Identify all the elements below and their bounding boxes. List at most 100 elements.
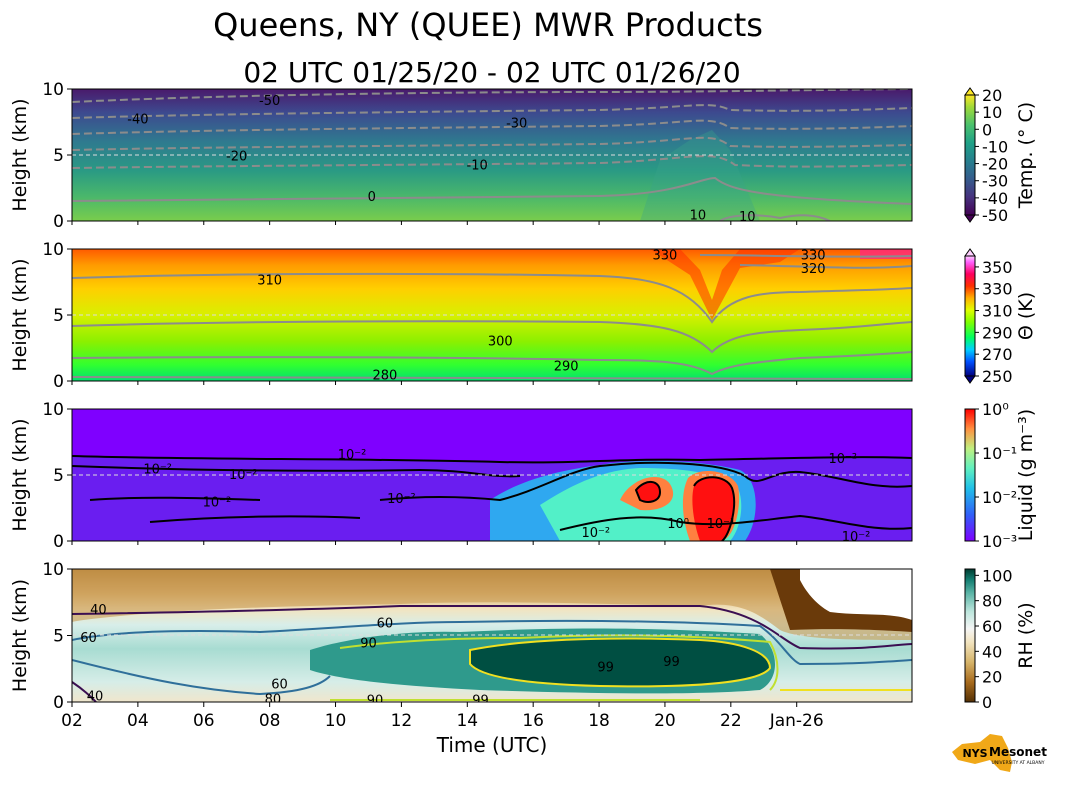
contour-label: -20	[226, 149, 247, 164]
y-tick-label: 5	[53, 306, 64, 326]
rh-contour-60-low	[72, 659, 331, 696]
contour-label: 10⁻²	[581, 526, 610, 541]
liquid-contour-top	[72, 455, 912, 464]
colorbar-tick-label: -20	[982, 155, 1008, 174]
contour-label: 10⁻²	[229, 468, 258, 483]
liquid-contour-d	[559, 514, 912, 531]
contour-label: 99	[663, 655, 680, 670]
contour-label: 310	[257, 274, 282, 289]
temperature-warm-bump	[640, 130, 760, 221]
rh-dry-top	[72, 569, 912, 640]
contour-label: 290	[554, 359, 579, 374]
theta-red-core	[650, 249, 800, 320]
contour-label: 280	[373, 369, 398, 384]
colorbar-tick-label: 100	[982, 566, 1013, 585]
contour-label: 99	[472, 694, 489, 709]
y-tick-label: 5	[53, 627, 64, 647]
contour-label: 10⁻²	[338, 448, 367, 463]
colorbar-tick-label: 20	[982, 668, 1002, 687]
contour-label: 90	[360, 636, 377, 651]
temperature-colorbar-extend-top	[964, 87, 976, 96]
logo-mesonet: Mesonet	[989, 745, 1047, 759]
colorbar-label: Liquid (g m⁻³)	[1015, 409, 1037, 541]
y-tick-label: 10	[42, 80, 64, 100]
contour-label: 90	[367, 694, 384, 709]
theta-contour-320	[739, 264, 912, 269]
colorbar-tick-label: 270	[982, 345, 1013, 364]
contour-label: 330	[653, 249, 678, 264]
colorbar-tick-label: 0	[982, 120, 992, 139]
y-tick-label: 5	[53, 146, 64, 166]
y-axis-label: Height (km)	[9, 579, 31, 692]
x-tick-label: 20	[654, 711, 676, 731]
logo-nys: NYS	[962, 747, 987, 760]
colorbar-tick-label: 310	[982, 302, 1013, 321]
temperature-colorbar-strip	[964, 94, 976, 216]
x-axis-label: Time (UTC)	[436, 733, 548, 757]
liquid-contour-e	[693, 476, 736, 541]
contour-label: 0	[368, 190, 376, 205]
colorbar-tick-label: -50	[982, 206, 1008, 225]
colorbar-tick-label: 80	[982, 592, 1002, 611]
rh-contour-40-low	[72, 681, 97, 702]
contour-label: 10	[739, 210, 756, 225]
y-axis-label: Height (km)	[9, 418, 31, 531]
temperature-contour-minus30	[72, 119, 912, 135]
rh-colorbar: 100 80 60 40 20 0 RH (%)	[964, 566, 1037, 712]
x-tick-label: 10	[325, 711, 347, 731]
figure-subtitle: 02 UTC 01/25/20 - 02 UTC 01/26/20	[243, 56, 740, 89]
y-tick-label: 0	[53, 532, 64, 552]
liquid-contour-b	[89, 496, 361, 523]
colorbar-label: RH (%)	[1015, 602, 1037, 668]
contour-label: 320	[801, 262, 826, 277]
rh-colorbar-strip	[964, 568, 976, 703]
colorbar-tick-label: -30	[982, 172, 1008, 191]
colorbar-tick-label: 40	[982, 642, 1002, 661]
contour-label: 99	[597, 660, 614, 675]
x-tick-label: 12	[391, 711, 413, 731]
colorbar-tick-label: 10⁻¹	[982, 444, 1017, 463]
theta-colorbar-strip	[964, 255, 976, 377]
rh-contour-60	[72, 619, 912, 666]
y-tick-label: 0	[53, 212, 64, 232]
contour-label: 10⁻²	[143, 463, 172, 478]
theta-colorbar-extend-bottom	[964, 375, 976, 384]
colorbar-tick-label: 0	[982, 693, 992, 712]
temperature-contour-minus10	[72, 155, 912, 169]
y-axis-label: Height (km)	[9, 258, 31, 371]
liquid-colorbar-strip	[964, 408, 976, 542]
colorbar-tick-label: 10⁰	[982, 400, 1009, 419]
colorbar-tick-label: 60	[982, 617, 1002, 636]
theta-contour-330	[699, 254, 912, 258]
temperature-contour-minus40	[72, 104, 912, 119]
nys-mesonet-logo: NYS Mesonet UNIVERSITY AT ALBANY	[952, 734, 1047, 772]
rh-contour-90	[330, 634, 779, 701]
colorbar-tick-label: 250	[982, 367, 1013, 386]
y-tick-label: 10	[42, 560, 64, 580]
x-tick-label: 02	[61, 711, 83, 731]
y-axis-label: Height (km)	[9, 98, 31, 211]
colorbar-tick-label: 290	[982, 323, 1013, 342]
x-tick-label: Jan-26	[769, 711, 824, 731]
contour-label: 40	[87, 690, 104, 705]
y-tick-label: 10	[42, 400, 64, 420]
colorbar-tick-label: 10	[982, 103, 1002, 122]
contour-label: 330	[801, 249, 826, 264]
colorbar-tick-label: -10	[982, 137, 1008, 156]
contour-label: -50	[259, 94, 280, 109]
temperature-contour-ten	[719, 214, 831, 221]
rh-contour-99	[469, 637, 912, 691]
theta-contour-300	[72, 320, 912, 354]
contour-label: 10⁻²	[842, 530, 871, 545]
x-tick-label: 06	[193, 711, 215, 731]
temperature-panel: -50 -40 -30 -20 -10 0 10 10	[72, 89, 912, 225]
theta-contour-310	[72, 272, 912, 324]
theta-colorbar-extend-top	[964, 248, 976, 257]
colorbar-tick-label: 10⁻³	[982, 532, 1017, 551]
figure-title: Queens, NY (QUEE) MWR Products	[213, 6, 763, 44]
rh-white-gap	[800, 569, 912, 620]
x-tick-label: 18	[588, 711, 610, 731]
